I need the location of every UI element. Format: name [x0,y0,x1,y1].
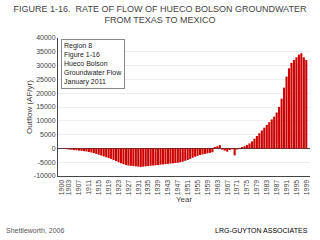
svg-text:35000: 35000 [36,48,56,55]
svg-text:1919: 1919 [105,180,112,196]
svg-text:1943: 1943 [164,180,171,196]
svg-text:40000: 40000 [36,34,56,41]
svg-text:-5000: -5000 [38,159,56,166]
svg-text:1995: 1995 [293,180,300,196]
svg-text:1907: 1907 [75,180,82,196]
svg-text:25000: 25000 [36,76,56,83]
svg-text:20000: 20000 [36,90,56,97]
svg-text:1935: 1935 [144,180,151,196]
svg-text:1927: 1927 [125,180,132,196]
svg-text:-10000: -10000 [34,172,56,179]
svg-text:Region 8Figure 1-16Hueco Bolso: Region 8Figure 1-16Hueco BolsonGroundwat… [64,42,122,86]
svg-text:1967: 1967 [224,180,231,196]
svg-text:1915: 1915 [95,180,102,196]
svg-text:Shettleworth, 2006: Shettleworth, 2006 [6,227,64,234]
svg-text:Outflow (AF/yr): Outflow (AF/yr) [25,80,34,134]
svg-text:1959: 1959 [204,180,211,196]
svg-text:0: 0 [52,145,56,152]
svg-text:Year: Year [176,195,193,204]
svg-text:1923: 1923 [115,180,122,196]
svg-text:30000: 30000 [36,62,56,69]
svg-text:1979: 1979 [253,180,260,196]
svg-text:1955: 1955 [194,180,201,196]
svg-text:5000: 5000 [40,131,56,138]
svg-text:FIGURE 1-16. RATE OF FLOW OF: FIGURE 1-16. RATE OF FLOW OF HUECO BOLSO… [14,4,307,26]
svg-text:10000: 10000 [36,117,56,124]
svg-text:1963: 1963 [214,180,221,196]
svg-text:15000: 15000 [36,103,56,110]
svg-text:1939: 1939 [154,180,161,196]
svg-text:1951: 1951 [184,180,191,196]
svg-text:1983: 1983 [263,180,270,196]
svg-text:LRG-GUYTON ASSOCIATES: LRG-GUYTON ASSOCIATES [215,227,308,234]
svg-text:1900: 1900 [58,180,65,196]
svg-text:1991: 1991 [283,180,290,196]
svg-text:1987: 1987 [273,180,280,196]
svg-text:1971: 1971 [233,180,240,196]
svg-text:1903: 1903 [65,180,72,196]
svg-text:1931: 1931 [135,180,142,196]
svg-text:1947: 1947 [174,180,181,196]
svg-text:1999: 1999 [303,180,310,196]
svg-text:1911: 1911 [85,180,92,195]
svg-text:1975: 1975 [243,180,250,196]
